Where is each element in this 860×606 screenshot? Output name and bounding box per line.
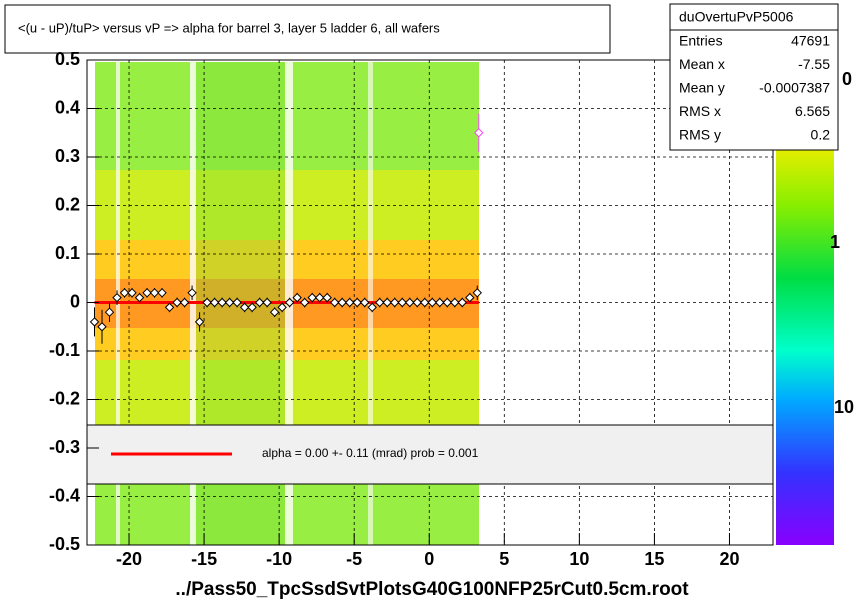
point — [390, 297, 400, 308]
point — [442, 297, 452, 308]
point — [337, 297, 347, 308]
x-tick-label: -5 — [346, 549, 362, 569]
y-tick-label: 0.4 — [55, 97, 80, 117]
point — [217, 297, 227, 308]
point — [89, 317, 100, 327]
y-tick-label: -0.4 — [49, 485, 80, 505]
point — [412, 297, 422, 308]
color-scale-label: 0 — [842, 69, 852, 89]
title-box — [4, 4, 611, 54]
color-scale-label: 10 — [834, 397, 854, 417]
y-tick-label: 0.2 — [55, 194, 80, 214]
point — [457, 297, 467, 308]
point — [359, 297, 370, 308]
point — [142, 288, 152, 298]
y-tick-label: 0.5 — [55, 49, 80, 69]
point — [367, 302, 377, 313]
stats-key: Mean x — [679, 56, 725, 72]
point — [269, 307, 280, 317]
point — [397, 297, 407, 308]
x-tick-label: 5 — [499, 549, 509, 569]
point — [277, 302, 287, 313]
point — [314, 292, 325, 303]
point — [405, 297, 415, 308]
chart-title: <(u - uP)/tuP> versus vP => alpha for ba… — [18, 20, 440, 35]
point — [187, 288, 197, 298]
stats-box: duOvertuPvP5006 Entries 47691 Mean x -7.55 M… — [669, 3, 839, 151]
x-tick-label: -10 — [266, 549, 292, 569]
point — [450, 297, 460, 308]
y-tick-label: -0.3 — [49, 437, 80, 457]
y-tick-label: 0.1 — [55, 243, 80, 263]
x-tick-label: -20 — [116, 549, 142, 569]
point — [307, 292, 317, 303]
point — [474, 128, 484, 138]
point — [344, 297, 355, 308]
point — [254, 297, 265, 308]
point — [375, 297, 385, 308]
point — [329, 297, 340, 308]
x-tick-label: 20 — [719, 549, 739, 569]
point — [112, 292, 122, 303]
point — [119, 288, 130, 298]
legend-text: alpha = 0.00 +- 0.11 (mrad) prob = 0.001 — [262, 446, 479, 460]
point — [427, 297, 437, 308]
point — [97, 322, 107, 332]
stats-value: -7.55 — [798, 56, 830, 72]
stats-key: RMS x — [679, 103, 721, 119]
point — [322, 292, 332, 303]
point — [194, 317, 205, 327]
y-tick-label: -0.1 — [49, 340, 80, 360]
point — [232, 297, 242, 308]
point — [284, 297, 295, 308]
point — [382, 297, 392, 308]
y-tick-label: 0 — [70, 291, 80, 311]
y-tick-label: -0.2 — [49, 388, 80, 408]
point — [465, 292, 475, 303]
point — [134, 292, 145, 303]
x-axis-label: ../Pass50_TpcSsdSvtPlotsG40G100NFP25rCut… — [175, 579, 689, 600]
point — [179, 297, 190, 308]
point — [104, 307, 115, 317]
stats-frame — [669, 3, 839, 151]
x-tick-label: 0 — [424, 549, 434, 569]
stats-key: Mean y — [679, 80, 725, 96]
point — [157, 288, 167, 298]
point — [299, 297, 310, 308]
point — [172, 297, 182, 308]
y-tick-label: -0.5 — [49, 534, 80, 554]
stats-key: Entries — [679, 33, 723, 49]
x-tick-label: 15 — [644, 549, 664, 569]
point — [292, 292, 302, 303]
stats-title: duOvertuPvP5006 — [679, 9, 794, 25]
point — [164, 302, 175, 313]
point — [224, 297, 235, 308]
stats-key: RMS y — [679, 127, 721, 143]
point — [239, 302, 250, 313]
x-tick-label: 10 — [569, 549, 589, 569]
color-scale-label: 1 — [830, 232, 840, 252]
point — [149, 288, 160, 298]
stats-value: 47691 — [791, 33, 830, 49]
point — [127, 288, 137, 298]
y-tick-label: 0.3 — [55, 146, 80, 166]
point — [262, 297, 272, 308]
stats-value: 6.565 — [795, 103, 830, 119]
point — [209, 297, 220, 308]
stats-value: 0.2 — [811, 127, 831, 143]
point — [435, 297, 445, 308]
point — [472, 288, 482, 298]
point — [202, 297, 212, 308]
stats-value: -0.0007387 — [759, 80, 830, 96]
point — [352, 297, 362, 308]
point — [247, 302, 257, 313]
point — [420, 297, 430, 308]
x-tick-label: -15 — [191, 549, 217, 569]
